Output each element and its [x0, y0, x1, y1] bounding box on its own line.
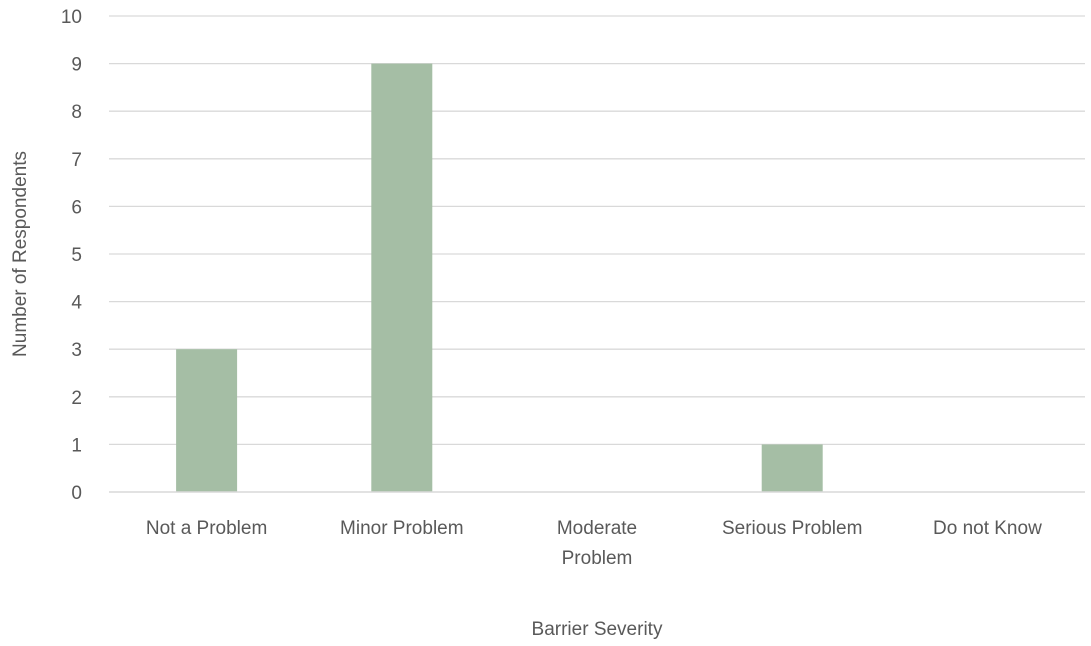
- y-axis-ticks: 0 1 2 3 4 5 6 7 8 9 10: [61, 7, 83, 504]
- gridlines: [109, 15, 1085, 446]
- bar: [371, 63, 433, 492]
- x-category-label: Moderate Problem: [557, 518, 637, 569]
- x-category-label-line: Do not Know: [933, 518, 1042, 539]
- y-tick-label: 9: [71, 55, 82, 76]
- x-category-label: Do not Know: [933, 518, 1042, 539]
- y-tick-label: 8: [71, 102, 82, 123]
- y-tick-label: 5: [71, 245, 82, 266]
- x-axis-title: Barrier Severity: [532, 619, 663, 640]
- bar: [176, 349, 238, 492]
- x-category-label: Minor Problem: [340, 518, 464, 539]
- y-tick-label: 0: [71, 483, 82, 504]
- x-category-label: Not a Problem: [146, 518, 267, 539]
- y-tick-label: 6: [71, 197, 82, 218]
- x-axis-categories: Not a Problem Minor Problem Moderate Proble…: [146, 518, 1042, 569]
- bar: [761, 444, 823, 492]
- x-category-label-line: Minor Problem: [340, 518, 464, 539]
- x-category-label-line: Serious Problem: [722, 518, 862, 539]
- y-tick-label: 1: [71, 435, 82, 456]
- bars: [176, 63, 823, 492]
- x-category-label: Serious Problem: [722, 518, 862, 539]
- y-tick-label: 10: [61, 7, 82, 28]
- x-category-label-line: Not a Problem: [146, 518, 267, 539]
- y-axis-title: Number of Respondents: [10, 151, 31, 357]
- y-tick-label: 7: [71, 150, 82, 171]
- x-category-label-line: Problem: [562, 548, 633, 569]
- x-category-label-line: Moderate: [557, 518, 637, 539]
- y-tick-label: 4: [71, 293, 82, 314]
- y-tick-label: 3: [71, 340, 82, 361]
- y-tick-label: 2: [71, 388, 82, 409]
